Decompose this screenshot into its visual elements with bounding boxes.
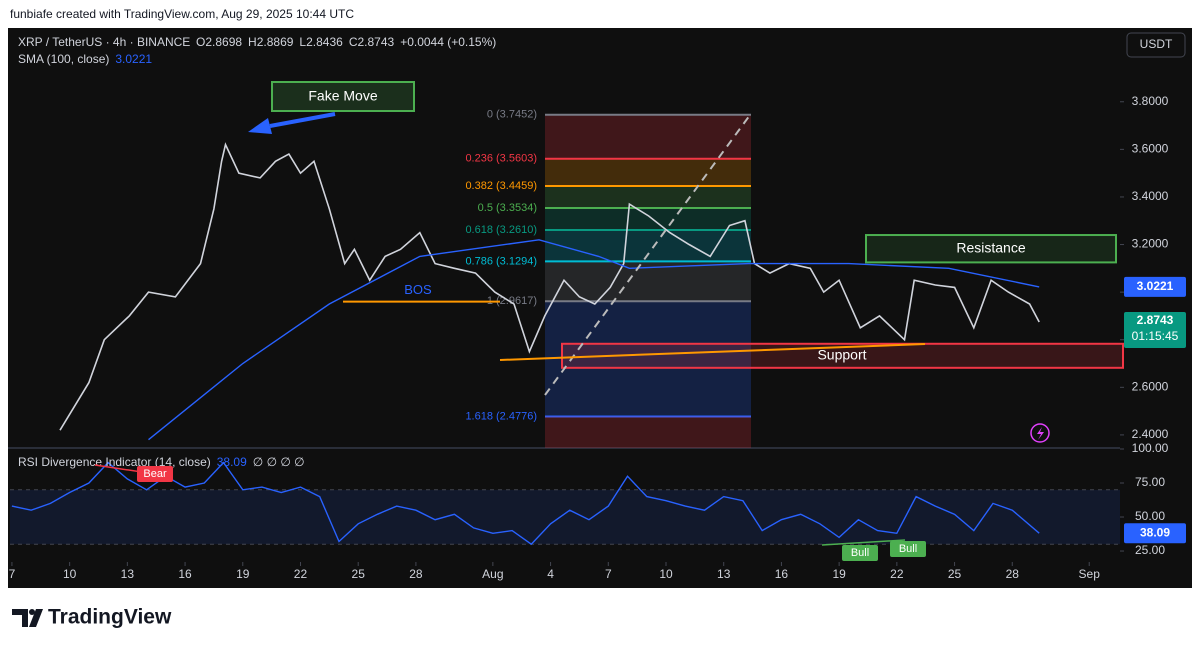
rsi-title: RSI Divergence Indicator (14, close) [18,455,211,469]
currency-label: USDT [1140,37,1173,51]
alert-icon-bolt [1037,427,1044,440]
y-tick-label: 3.2000 [1132,237,1169,251]
fake-move-label: Fake Move [308,88,377,104]
x-tick-label: 25 [948,567,962,581]
credit: funbiafe created with TradingView.com, A… [10,7,354,21]
rsi-band [10,489,1120,545]
rsi-y-tick-label: 25.00 [1135,543,1165,557]
fib-label: 0 (3.7452) [487,109,537,121]
signal-label: Bull [851,547,869,559]
rsi-badge [1124,523,1186,544]
fib-label: 0.382 (3.4459) [465,180,537,192]
price-badge-label: 2.8743 [1137,313,1174,327]
x-tick-label: 19 [236,567,250,581]
rsi-y-tick-label: 100.00 [1132,441,1169,455]
rsi-y-tick-label: 75.00 [1135,475,1165,489]
rsi-flags: ∅ ∅ ∅ ∅ [253,455,305,469]
plot: 7 10 13 16 19 22 25 28 Aug 4 7 10 13 16 19 22 25 28 Sep 2.4… [9,35,1186,581]
ohlc-value: L2.8436 [299,35,343,49]
fib-zone [545,158,751,187]
x-tick-label: 22 [294,567,308,581]
x-tick-label: 7 [605,567,612,581]
ohlc-value: O2.8698 [196,35,242,49]
y-tick-label: 2.4000 [1132,427,1169,441]
fake-move-box [271,81,415,112]
fib-label: 0.786 (3.1294) [465,255,537,267]
resistance-zone [865,234,1117,264]
alert-icon[interactable] [1030,423,1050,443]
x-tick-label: 10 [659,567,673,581]
y-tick-label: 3.6000 [1132,142,1169,156]
series-line [11,461,1040,546]
countdown: 01:15:45 [1132,329,1179,343]
fib-zone [545,301,751,417]
price-badge [1124,312,1186,349]
bos-label: BOS [404,282,432,297]
y-tick-label: 2.6000 [1132,379,1169,393]
support-trend-line [499,343,926,361]
chart-background [8,28,1192,588]
fib-zone [545,114,751,159]
fib-label: 0.236 (3.5603) [465,153,537,165]
sma-name: SMA (100, close) [18,52,109,66]
x-tick-label: 16 [178,567,192,581]
rsi-y-tick-label: 50.00 [1135,509,1165,523]
x-tick-label: 13 [717,567,731,581]
signal-tag [137,466,173,482]
x-tick-label: 4 [547,567,554,581]
arrow-head [248,118,272,134]
signal-tag [890,541,926,557]
signal-label: Bear [143,468,167,480]
ohlc-value: +0.0044 (+0.15%) [400,35,496,49]
arrow-shaft [269,112,336,128]
fib-label: 1 (2.9617) [487,295,537,307]
fib-label: 0.5 (3.3534) [478,202,537,214]
x-tick-label: 10 [63,567,77,581]
sma-value: 3.0221 [115,52,152,66]
fib-trend-line [544,114,751,396]
y-tick-label: 3.8000 [1132,94,1169,108]
x-tick-label: 16 [775,567,789,581]
support-label: Support [817,346,866,362]
x-tick-label: 13 [121,567,135,581]
logo-dot [29,609,35,615]
ohlc-value: H2.8869 [248,35,294,49]
fib-label: 0.618 (3.2610) [465,224,537,236]
x-tick-label: 28 [409,567,423,581]
fib-zone [545,208,751,231]
x-tick-label: Aug [482,567,503,581]
rsi-badge-label: 38.09 [1140,525,1170,539]
signal-label: Bull [899,543,917,555]
logo-mark [12,609,28,627]
x-tick-label: 19 [832,567,846,581]
signal-tag [842,545,878,561]
resistance-label: Resistance [956,239,1025,255]
divergence-line [821,539,906,546]
x-tick-label: 25 [352,567,366,581]
sma-line [148,239,1040,441]
logo-slash [29,609,43,627]
currency-button[interactable] [1126,32,1186,58]
x-tick-label: 22 [890,567,904,581]
ohlc-value: C2.8743 [349,35,395,49]
brand: TradingView [48,606,172,629]
support-zone [561,342,1124,369]
x-tick-label: 7 [9,567,16,581]
fib-label: 1.618 (2.4776) [465,410,537,422]
x-tick-label: 28 [1006,567,1020,581]
rsi-value: 38.09 [217,455,247,469]
x-tick-label: Sep [1079,567,1101,581]
series-line [59,142,1040,431]
y-tick-label: 3.4000 [1132,189,1169,203]
fib-zone [545,230,751,262]
fib-zone [545,186,751,209]
symbol: XRP / TetherUS · 4h · BINANCE [18,35,190,49]
sma-badge [1124,276,1186,297]
fib-extension-zone [545,416,751,448]
sma-badge-label: 3.0221 [1137,279,1174,293]
